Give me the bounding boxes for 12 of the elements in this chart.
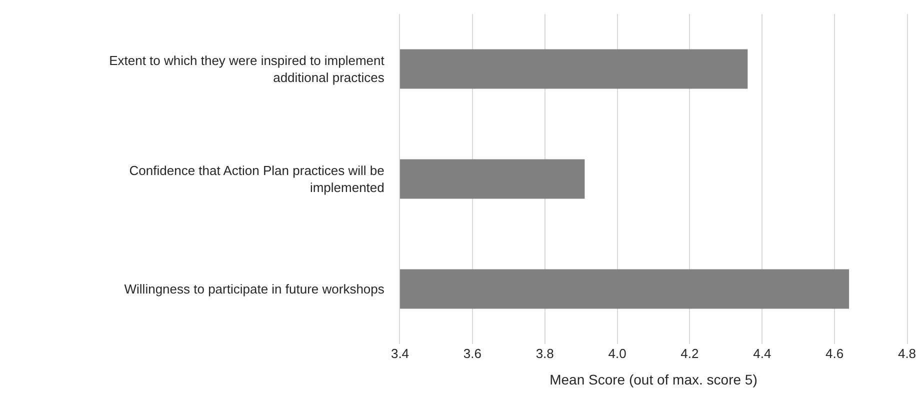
x-tick-label: 3.4 (390, 346, 410, 361)
x-axis-title: Mean Score (out of max. score 5) (550, 371, 758, 388)
x-tick-label: 4.8 (898, 346, 916, 361)
y-tick-label: Extent to which they were inspired to implement additional practices (109, 53, 385, 85)
x-tick-label: 4.0 (608, 346, 626, 361)
x-tick-label: 4.2 (680, 346, 699, 361)
x-tick-label: 3.8 (536, 346, 554, 361)
y-tick-label: Confidence that Action Plan practices will be implemented (129, 163, 384, 195)
x-tick-label: 4.4 (753, 346, 772, 361)
x-tick-label: 3.6 (463, 346, 482, 361)
x-tick-label: 4.6 (826, 346, 844, 361)
y-tick-label: Willingness to participate in future workshops (124, 282, 385, 297)
